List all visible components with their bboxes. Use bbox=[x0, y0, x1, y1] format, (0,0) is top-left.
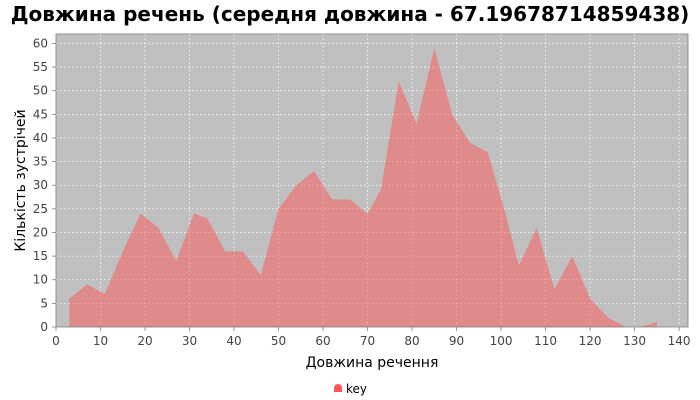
data-point bbox=[656, 321, 658, 323]
data-point bbox=[277, 208, 279, 210]
y-tick-label: 5 bbox=[40, 296, 48, 310]
data-point bbox=[415, 123, 417, 125]
data-point bbox=[139, 212, 141, 214]
data-point bbox=[349, 198, 351, 200]
chart-title: Довжина речень (середня довжина - 67.196… bbox=[10, 2, 690, 26]
data-point bbox=[331, 198, 333, 200]
legend: key bbox=[334, 382, 367, 396]
x-tick-label: 130 bbox=[623, 334, 646, 348]
x-tick-label: 60 bbox=[315, 334, 330, 348]
data-point bbox=[260, 274, 262, 276]
x-tick-label: 50 bbox=[271, 334, 286, 348]
data-point bbox=[380, 189, 382, 191]
data-point bbox=[433, 47, 435, 49]
x-tick-label: 10 bbox=[93, 334, 108, 348]
data-point bbox=[504, 212, 506, 214]
y-tick-label: 25 bbox=[33, 202, 48, 216]
legend-swatch-base bbox=[334, 388, 342, 392]
data-point bbox=[224, 250, 226, 252]
x-tick-label: 70 bbox=[360, 334, 375, 348]
data-point bbox=[366, 212, 368, 214]
data-point bbox=[86, 283, 88, 285]
y-tick-label: 20 bbox=[33, 225, 48, 239]
data-point bbox=[122, 250, 124, 252]
data-point bbox=[535, 227, 537, 229]
x-tick-label: 0 bbox=[52, 334, 60, 348]
data-point bbox=[206, 217, 208, 219]
data-point bbox=[295, 184, 297, 186]
data-point bbox=[157, 227, 159, 229]
data-point bbox=[68, 297, 70, 299]
y-tick-label: 30 bbox=[33, 178, 48, 192]
x-tick-label: 140 bbox=[668, 334, 691, 348]
data-point bbox=[518, 264, 520, 266]
data-point bbox=[571, 255, 573, 257]
data-point bbox=[193, 212, 195, 214]
series-area-key bbox=[69, 48, 657, 327]
y-tick-label: 0 bbox=[40, 320, 48, 334]
series-layer bbox=[68, 47, 658, 327]
data-point bbox=[242, 250, 244, 252]
y-axis-title: Кількість зустрічей bbox=[13, 109, 29, 251]
x-tick-label: 90 bbox=[449, 334, 464, 348]
data-point bbox=[607, 316, 609, 318]
x-tick-label: 20 bbox=[137, 334, 152, 348]
y-tick-label: 10 bbox=[33, 273, 48, 287]
x-tick-label: 110 bbox=[534, 334, 557, 348]
y-tick-label: 45 bbox=[33, 107, 48, 121]
data-point bbox=[451, 113, 453, 115]
y-tick-label: 35 bbox=[33, 155, 48, 169]
y-tick-label: 60 bbox=[33, 36, 48, 50]
y-tick-label: 50 bbox=[33, 84, 48, 98]
data-point bbox=[104, 293, 106, 295]
data-point bbox=[398, 80, 400, 82]
y-tick-label: 15 bbox=[33, 249, 48, 263]
data-point bbox=[487, 151, 489, 153]
data-point bbox=[589, 297, 591, 299]
plot-border bbox=[55, 33, 689, 328]
data-point bbox=[313, 170, 315, 172]
x-axis-title: Довжина речення bbox=[306, 355, 439, 371]
x-tick-label: 80 bbox=[404, 334, 419, 348]
data-point bbox=[469, 141, 471, 143]
y-tick-label: 55 bbox=[33, 60, 48, 74]
x-tick-label: 40 bbox=[226, 334, 241, 348]
data-point bbox=[553, 288, 555, 290]
x-tick-label: 100 bbox=[490, 334, 513, 348]
y-tick-label: 40 bbox=[33, 131, 48, 145]
axes: 0 10 20 30 40 50 60 70 80 90 100 110 120 130 140 0 5 10 15… bbox=[33, 33, 691, 348]
data-point bbox=[175, 260, 177, 262]
legend-label-key: key bbox=[346, 382, 367, 396]
x-tick-label: 30 bbox=[182, 334, 197, 348]
x-tick-label: 120 bbox=[579, 334, 602, 348]
